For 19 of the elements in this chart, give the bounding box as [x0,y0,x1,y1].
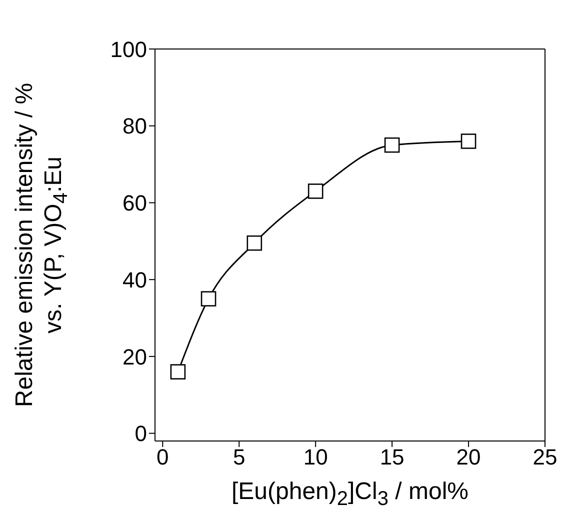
y-tick-label: 100 [110,36,147,62]
point [170,364,186,380]
x-tick-label: 15 [380,444,404,470]
x-tick-label: 20 [456,444,481,470]
y-tick-label: 80 [122,114,147,139]
point [246,235,262,251]
y-tick-label: 60 [122,190,147,216]
point [308,184,324,199]
y-tick-label: 20 [122,344,147,370]
x-tick-label: 25 [532,444,558,470]
point [200,291,216,306]
x-axis-title: [Eu(phen)$_{2}$]Cl$_{3}$ / mol% [230,478,470,511]
point [384,137,400,153]
x-tick-label: 5 [232,444,246,470]
y-tick-label: 40 [122,267,147,292]
y-tick-label: 0 [134,421,147,446]
x-tick-label: 10 [303,444,328,470]
x-tick-label: 0 [156,444,169,470]
point [460,134,476,149]
